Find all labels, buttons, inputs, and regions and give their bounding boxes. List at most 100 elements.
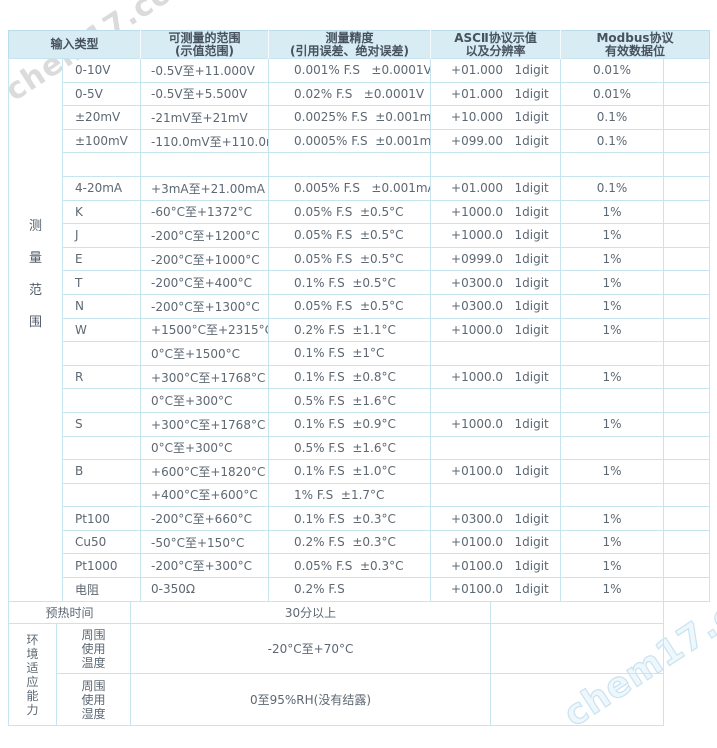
cell-accuracy: 0.1% F.S ±0.9°C [268, 411, 432, 437]
ambient-temperature-label: 周围 使用 温度 [55, 623, 132, 674]
cell-range: -200°C至+300°C [140, 553, 270, 579]
cell-accuracy: 0.1% F.S ±0.3°C [268, 506, 432, 531]
cell-accuracy: 0.2% F.S ±1.1°C [268, 317, 432, 343]
cell-modbus: 1% [560, 270, 665, 295]
cell-ascii: +099.00 1digit [430, 128, 562, 154]
cell-range: 0-350Ω [140, 577, 270, 602]
cell-accuracy [268, 152, 432, 177]
cell-input: K [61, 199, 142, 225]
cell-extra [663, 293, 711, 319]
table-row: 电阻 0-350Ω 0.2% F.S +0100.0 1digit 1% [9, 577, 711, 602]
header-sublabel: (引用误差、绝对误差) [290, 43, 409, 58]
cell-input: 0-10V [61, 58, 142, 83]
cell-input: Cu50 [61, 529, 142, 555]
cell-input: Pt1000 [61, 553, 142, 579]
cell-modbus: 0.01% [560, 81, 665, 107]
ambient-temperature-value: -20°C至+70°C [130, 623, 492, 674]
table-row: 测 量 范 围 0-10V -0.5V至+11.000V 0.001% F.S ±0.… [8, 58, 711, 602]
cell-accuracy: 0.0025% F.S ±0.001mV [268, 105, 432, 130]
cell-accuracy: 0.2% F.S [268, 577, 432, 602]
header-label: 可测量的范围 [168, 30, 241, 45]
cell-modbus: 1% [560, 411, 665, 437]
ambient-humidity-value: 0至95%RH(没有结露) [130, 673, 492, 726]
cell-accuracy: 0.05% F.S ±0.5°C [268, 293, 432, 319]
cell-extra [663, 175, 711, 201]
table-row: Pt100 -200°C至+660°C 0.1% F.S ±0.3°C +0300.0… [9, 506, 711, 531]
cell-range [140, 152, 270, 177]
environment-table: 预热时间 30分以上 环 境 适 应 能 力 周围 使用 温度 -20°C至+7… [7, 601, 665, 726]
cell-modbus: 1% [560, 506, 665, 531]
table-row: +400°C至+600°C 1% F.S ±1.7°C [9, 482, 711, 508]
cell-input [61, 152, 142, 177]
col-header-ascii: ASCⅡ协议示值 以及分辨率 [430, 30, 561, 59]
cell-accuracy: 0.02% F.S ±0.0001V [268, 81, 432, 107]
cell-ascii: +0100.0 1digit [430, 577, 562, 602]
cell-accuracy: 1% F.S ±1.7°C [268, 482, 432, 508]
cell-extra [663, 223, 711, 248]
cell-range: +300°C至+1768°C [140, 411, 270, 437]
cell-accuracy: 0.1% F.S ±0.8°C [268, 364, 432, 390]
header-sublabel: 有效数据位 [605, 43, 666, 58]
cell-ascii: +0300.0 1digit [430, 293, 562, 319]
cell-range: -200°C至+1200°C [140, 223, 270, 248]
cell-modbus [560, 482, 665, 508]
empty-cell [490, 673, 665, 726]
measurement-range-category-text: 测 量 范 围 [28, 219, 42, 330]
cell-extra [663, 577, 711, 602]
measurement-range-category-label: 测 量 范 围 [8, 58, 63, 602]
cell-extra [663, 270, 711, 295]
table-row: E -200°C至+1000°C 0.05% F.S ±0.5°C +0999.0 1… [9, 246, 711, 272]
cell-ascii [430, 341, 562, 366]
cell-accuracy: 0.1% F.S ±1.0°C [268, 459, 432, 484]
cell-range: 0°C至+300°C [140, 435, 270, 461]
table-row: 0°C至+1500°C 0.1% F.S ±1°C [9, 341, 711, 366]
cell-extra [663, 58, 711, 83]
cell-extra [663, 411, 711, 437]
cell-input: Pt100 [61, 506, 142, 531]
table-row: Pt1000 -200°C至+300°C 0.05% F.S ±0.3°C +0100… [9, 553, 711, 579]
cell-ascii [430, 435, 562, 461]
cell-ascii: +1000.0 1digit [430, 364, 562, 390]
col-header-range: 可测量的范围 (示值范围) [140, 30, 269, 59]
cell-accuracy: 0.2% F.S ±0.3°C [268, 529, 432, 555]
table-row: 0°C至+300°C 0.5% F.S ±1.6°C [9, 388, 711, 413]
col-header-input-type: 输入类型 [8, 30, 141, 59]
cell-modbus: 1% [560, 246, 665, 272]
cell-ascii: +10.000 1digit [430, 105, 562, 130]
table-row [9, 152, 711, 177]
header-sublabel: 以及分辨率 [465, 43, 526, 58]
cell-accuracy: 0.05% F.S ±0.3°C [268, 553, 432, 579]
cell-input: E [61, 246, 142, 272]
header-row: 输入类型 可测量的范围 (示值范围) 测量精度 (引用误差、绝对误差) ASCⅡ… [8, 30, 710, 59]
cell-accuracy: 0.05% F.S ±0.5°C [268, 199, 432, 225]
header-sublabel: (示值范围) [175, 43, 234, 58]
warmup-value: 30分以上 [130, 601, 492, 624]
col-header-accuracy: 测量精度 (引用误差、绝对误差) [268, 30, 431, 59]
table-row: ±20mV -21mV至+21mV 0.0025% F.S ±0.001mV +10.… [9, 105, 711, 130]
cell-modbus: 1% [560, 293, 665, 319]
cell-modbus: 1% [560, 199, 665, 225]
cell-accuracy: 0.05% F.S ±0.5°C [268, 223, 432, 248]
cell-range: +400°C至+600°C [140, 482, 270, 508]
cell-modbus: 1% [560, 577, 665, 602]
cell-ascii [430, 152, 562, 177]
ambient-humidity-label: 周围 使用 湿度 [55, 673, 132, 726]
cell-input: B [61, 459, 142, 484]
cell-extra [663, 199, 711, 225]
empty-cell [490, 623, 665, 674]
cell-input: J [61, 223, 142, 248]
table-row: Cu50 -50°C至+150°C 0.2% F.S ±0.3°C +0100.0 1… [9, 529, 711, 555]
cell-extra [663, 317, 711, 343]
cell-range: -0.5V至+11.000V [140, 58, 270, 83]
cell-range: 0°C至+1500°C [140, 341, 270, 366]
table-row: R +300°C至+1768°C 0.1% F.S ±0.8°C +1000.0 1d… [9, 364, 711, 390]
cell-accuracy: 0.005% F.S ±0.001mA [268, 175, 432, 201]
spec-table: 输入类型 可测量的范围 (示值范围) 测量精度 (引用误差、绝对误差) ASCⅡ… [8, 30, 711, 602]
cell-extra [663, 364, 711, 390]
header-label: 输入类型 [50, 37, 99, 51]
cell-range: -200°C至+400°C [140, 270, 270, 295]
cell-modbus: 1% [560, 317, 665, 343]
cell-ascii: +01.000 1digit [430, 175, 562, 201]
cell-extra [663, 435, 711, 461]
cell-extra [663, 459, 711, 484]
